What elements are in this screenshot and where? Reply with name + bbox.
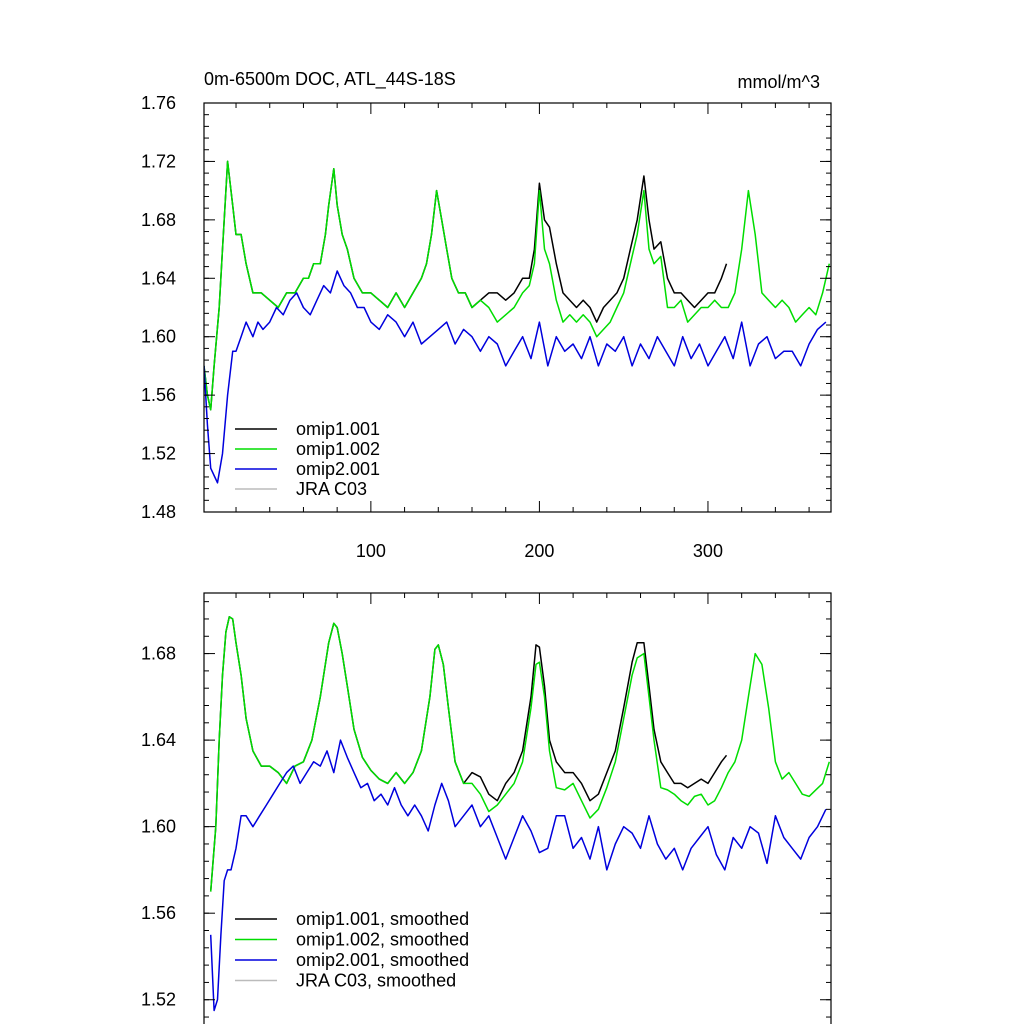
legend-label: omip1.002: [296, 439, 380, 459]
top-axis-layer: 1.48 1.52 1.56 1.60 1.64 1.68 1.72 1.76 100 200 30…: [141, 93, 831, 561]
bottom-series-layer: [209, 616, 831, 1012]
top-plot-frame: [203, 102, 832, 513]
y-tick-label: 1.72: [141, 151, 176, 171]
y-tick-label: 1.64: [141, 268, 176, 288]
y-tick-label: 1.60: [141, 817, 176, 837]
y-tick-label: 1.64: [141, 730, 176, 750]
y-tick-label: 1.52: [141, 990, 176, 1010]
x-tick-label: 100: [356, 541, 386, 561]
top-panel-title: 0m-6500m DOC, ATL_44S-18S: [204, 69, 456, 90]
series-line-omip2-001-smoothed: [209, 739, 827, 1012]
y-tick-label: 1.48: [141, 502, 176, 522]
series-line-omip1-002-smoothed: [209, 616, 831, 892]
x-tick-label: 300: [693, 541, 723, 561]
top-series-layer: [204, 160, 831, 484]
top-panel: 0m-6500m DOC, ATL_44S-18S mmol/m^3 1.481…: [141, 69, 832, 561]
series-line-omip1-002: [204, 160, 831, 411]
legend-label: omip2.001: [296, 459, 380, 479]
y-tick-label: 1.68: [141, 210, 176, 230]
legend-label: omip2.001, smoothed: [296, 950, 469, 970]
y-tick-label: 1.68: [141, 644, 176, 664]
bottom-axis-layer: 1.52 1.56 1.60 1.64 1.68: [141, 593, 831, 1018]
bottom-plot-frame: [203, 592, 832, 1024]
y-tick-label: 1.76: [141, 93, 176, 113]
series-line-omip1-001-smoothed: [209, 616, 728, 892]
bottom-panel: 1.52 1.56 1.60 1.64 1.68 omip1.001, smoothed…: [141, 592, 832, 1024]
y-tick-label: 1.52: [141, 444, 176, 464]
legend-label: omip1.002, smoothed: [296, 930, 469, 950]
y-tick-label: 1.60: [141, 327, 176, 347]
series-line-omip1-001: [204, 160, 728, 411]
top-panel-units: mmol/m^3: [738, 72, 820, 92]
y-tick-label: 1.56: [141, 903, 176, 923]
series-line-omip2-001: [204, 270, 827, 484]
legend-label: omip1.001, smoothed: [296, 909, 469, 929]
legend-label: JRA C03: [296, 479, 367, 499]
x-tick-label: 200: [524, 541, 554, 561]
y-tick-label: 1.56: [141, 385, 176, 405]
legend-label: JRA C03, smoothed: [296, 971, 456, 991]
legend-label: omip1.001: [296, 419, 380, 439]
